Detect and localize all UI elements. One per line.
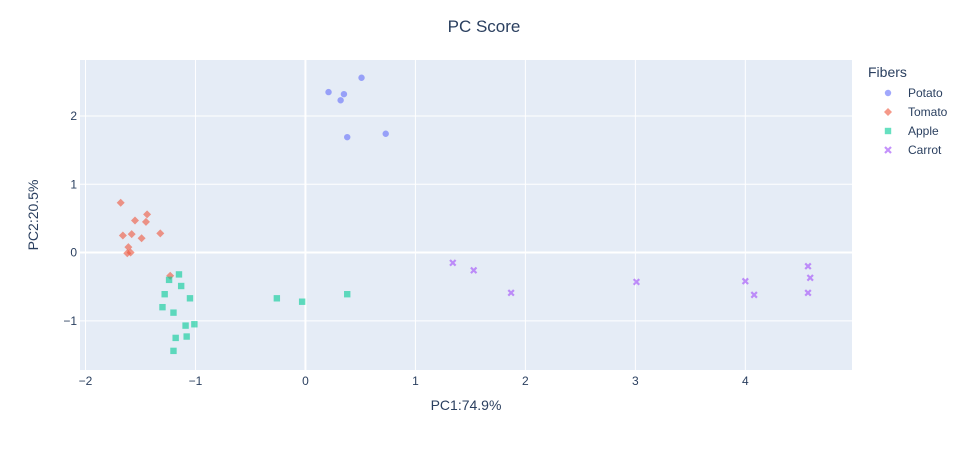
legend-marker-carrot [868, 144, 908, 156]
square-marker-icon [884, 127, 892, 134]
x-tick-label: −2 [79, 374, 93, 388]
diamond-marker-icon [884, 107, 892, 116]
point-tomato[interactable] [118, 231, 127, 240]
point-apple[interactable] [170, 347, 177, 355]
legend-marker-potato [868, 87, 908, 99]
legend-label-carrot: Carrot [908, 142, 942, 157]
point-carrot[interactable] [449, 259, 457, 267]
x-tick-label: 2 [522, 374, 529, 388]
point-tomato[interactable] [141, 217, 150, 226]
point-carrot[interactable] [804, 289, 812, 297]
x-axis-title: PC1:74.9% [430, 397, 502, 413]
point-carrot[interactable] [750, 291, 758, 299]
x-tick-label: 3 [632, 374, 639, 388]
tick-labels: −2 −1 0 1 2 3 4 −1 0 1 2 [63, 109, 749, 388]
legend-label-apple: Apple [908, 123, 939, 138]
legend: Fibers Potato Tomato Apple Carrot [868, 64, 947, 159]
point-apple[interactable] [183, 333, 190, 340]
legend-marker-tomato [868, 106, 908, 118]
point-apple[interactable] [182, 322, 189, 329]
data-markers [116, 74, 814, 355]
point-tomato[interactable] [123, 249, 132, 258]
x-marker-icon [884, 145, 892, 154]
chart-title: PC Score [447, 17, 521, 36]
plot-background [80, 60, 852, 370]
point-apple[interactable] [177, 282, 185, 290]
point-tomato[interactable] [130, 216, 139, 225]
point-apple[interactable] [172, 334, 179, 342]
point-apple[interactable] [165, 276, 173, 284]
point-apple[interactable] [344, 291, 351, 298]
y-tick-label: 0 [70, 246, 77, 260]
legend-marker-apple [868, 125, 908, 137]
point-tomato[interactable] [137, 234, 146, 243]
point-tomato[interactable] [143, 210, 152, 219]
point-potato[interactable] [382, 130, 389, 137]
y-axis-title: PC2:20.5% [25, 179, 41, 251]
y-tick-label: 2 [70, 109, 77, 123]
circle-marker-icon [884, 89, 892, 96]
x-tick-label: 1 [412, 374, 419, 388]
point-potato[interactable] [325, 88, 332, 96]
point-carrot[interactable] [470, 266, 478, 274]
point-tomato[interactable] [156, 229, 165, 238]
grid-lines [80, 60, 852, 370]
point-potato[interactable] [340, 90, 348, 98]
point-carrot[interactable] [741, 277, 749, 285]
point-potato[interactable] [344, 133, 351, 141]
legend-label-potato: Potato [908, 85, 943, 100]
y-tick-label: 1 [70, 177, 77, 191]
point-tomato[interactable] [116, 198, 125, 207]
point-carrot[interactable] [804, 262, 812, 270]
point-apple[interactable] [273, 295, 281, 302]
legend-item-apple[interactable]: Apple [868, 121, 947, 140]
point-apple[interactable] [175, 271, 183, 278]
point-apple[interactable] [161, 291, 168, 298]
legend-label-tomato: Tomato [908, 104, 948, 119]
legend-title: Fibers [868, 64, 907, 80]
x-tick-label: −1 [189, 374, 203, 388]
x-tick-label: 0 [302, 374, 309, 388]
point-carrot[interactable] [632, 278, 641, 286]
x-tick-label: 4 [742, 374, 749, 388]
point-apple[interactable] [159, 303, 166, 311]
point-apple[interactable] [186, 295, 194, 302]
point-potato[interactable] [358, 74, 365, 81]
y-tick-label: −1 [63, 314, 77, 328]
point-tomato[interactable] [127, 230, 136, 239]
point-apple[interactable] [170, 309, 177, 316]
point-potato[interactable] [337, 97, 344, 104]
point-carrot[interactable] [806, 274, 814, 282]
point-apple[interactable] [298, 298, 306, 305]
point-apple[interactable] [191, 321, 198, 328]
legend-item-carrot[interactable]: Carrot [868, 140, 947, 159]
legend-item-tomato[interactable]: Tomato [868, 102, 947, 121]
legend-item-potato[interactable]: Potato [868, 83, 947, 102]
point-carrot[interactable] [507, 289, 515, 297]
